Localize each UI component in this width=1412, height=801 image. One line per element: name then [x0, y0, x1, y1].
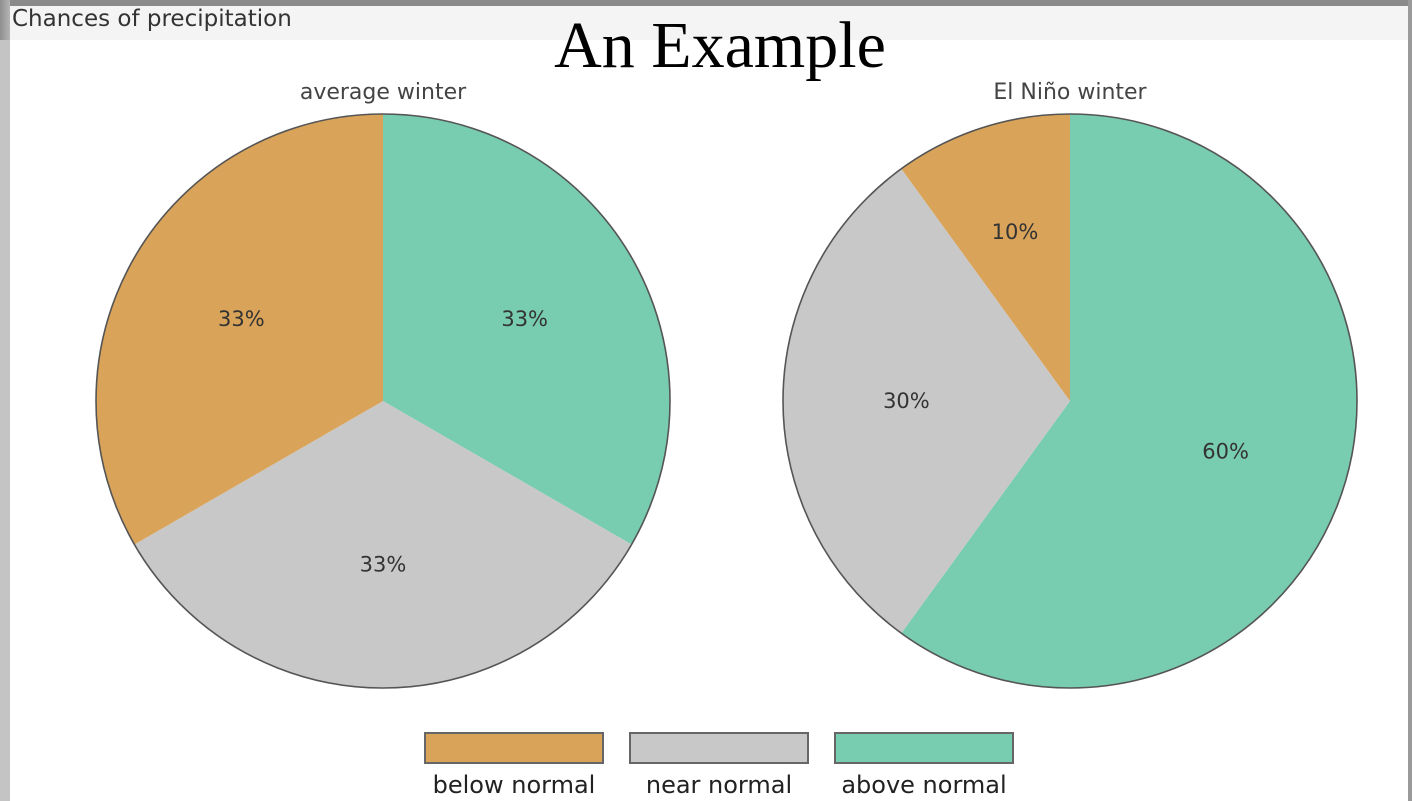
legend-swatch-near-normal	[629, 732, 809, 764]
legend-label-below-normal: below normal	[432, 771, 596, 799]
legend-item-near-normal: near normal	[629, 732, 809, 799]
slice-label-above-normal: 60%	[1202, 440, 1249, 464]
legend-item-above-normal: above normal	[834, 732, 1014, 799]
legend: below normal near normal above normal	[424, 732, 1014, 799]
pie-el-ni-o-winter: El Niño winter 60% 30% 10%	[782, 80, 1358, 689]
slice-above-normal	[383, 114, 670, 545]
pie-average-winter: average winter 33% 33% 33%	[95, 80, 671, 689]
right-border	[1408, 0, 1412, 801]
slice-above-normal	[901, 114, 1357, 688]
pie-outline	[95, 113, 671, 689]
slice-label-above-normal: 33%	[501, 307, 548, 331]
caption-strip	[10, 6, 1408, 40]
slice-label-below-normal: 10%	[992, 220, 1039, 244]
chart-caption: Chances of precipitation	[12, 6, 292, 32]
legend-label-above-normal: above normal	[841, 771, 1007, 799]
slice-below-normal	[901, 114, 1070, 401]
slice-label-below-normal: 33%	[218, 307, 265, 331]
legend-label-near-normal: near normal	[645, 771, 793, 799]
pie-outline	[782, 113, 1358, 689]
slide-title: An Example	[554, 9, 886, 82]
slice-near-normal	[782, 168, 1070, 634]
slice-below-normal	[96, 114, 384, 545]
legend-swatch-above-normal	[834, 732, 1014, 764]
top-border	[0, 0, 1412, 6]
slice-label-near-normal: 30%	[883, 389, 930, 413]
pie-title: El Niño winter	[993, 80, 1147, 105]
left-border-lower	[0, 40, 10, 801]
legend-item-below-normal: below normal	[424, 732, 604, 799]
pie-title: average winter	[300, 80, 467, 105]
slice-near-normal	[134, 401, 632, 688]
slice-label-near-normal: 33%	[360, 553, 407, 577]
legend-swatch-below-normal	[424, 732, 604, 764]
